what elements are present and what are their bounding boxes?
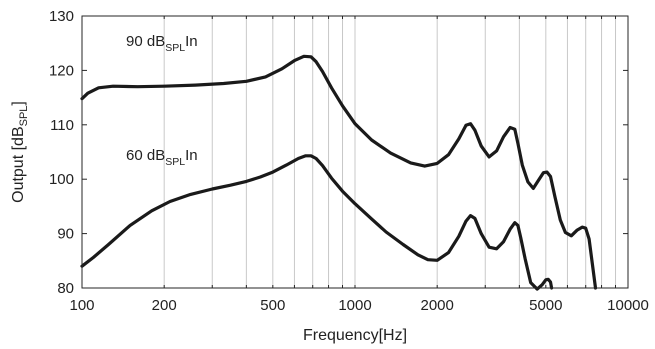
y-tick-label: 80 (57, 280, 74, 297)
y-axis-label-end: ] (10, 101, 27, 105)
annotation-end: In (185, 147, 198, 164)
x-tick-label: 100 (69, 297, 94, 314)
annotation-2: 60 dBSPLIn (126, 147, 198, 168)
y-axis-label-sub: SPL (18, 106, 30, 127)
x-axis-label: Frequency[Hz] (303, 327, 407, 344)
annotation-sub: SPL (165, 42, 185, 54)
annotation-main: 60 dB (126, 147, 165, 164)
grid-lines (163, 16, 617, 288)
y-tick-label: 120 (49, 62, 74, 79)
series-line-2 (80, 154, 554, 291)
y-tick-labels: 80 90 100 110 120 130 (49, 8, 74, 297)
y-tick-label: 130 (49, 8, 74, 25)
x-tick-label: 10000 (607, 297, 649, 314)
y-axis-label-main: Output [dB (10, 126, 27, 203)
annotation-end: In (185, 33, 198, 50)
x-tick-labels: 100 200 500 1000 2000 5000 10000 (69, 297, 648, 314)
series-line-1 (80, 54, 598, 290)
y-axis-label: Output [dBSPL] (10, 101, 30, 203)
y-tick-label: 100 (49, 171, 74, 188)
x-tick-label: 5000 (529, 297, 562, 314)
y-tick-label: 110 (50, 117, 74, 134)
annotation-sub: SPL (165, 156, 185, 168)
series-lines (80, 54, 598, 291)
x-tick-label: 1000 (338, 297, 371, 314)
annotation-main: 90 dB (126, 33, 165, 50)
axis-ticks (82, 15, 628, 289)
y-tick-label: 90 (57, 226, 74, 243)
x-tick-label: 500 (260, 297, 285, 314)
plot-area-frame (81, 15, 629, 289)
x-tick-label: 2000 (420, 297, 453, 314)
annotation-1: 90 dBSPLIn (126, 33, 198, 54)
x-tick-label: 200 (152, 297, 177, 314)
